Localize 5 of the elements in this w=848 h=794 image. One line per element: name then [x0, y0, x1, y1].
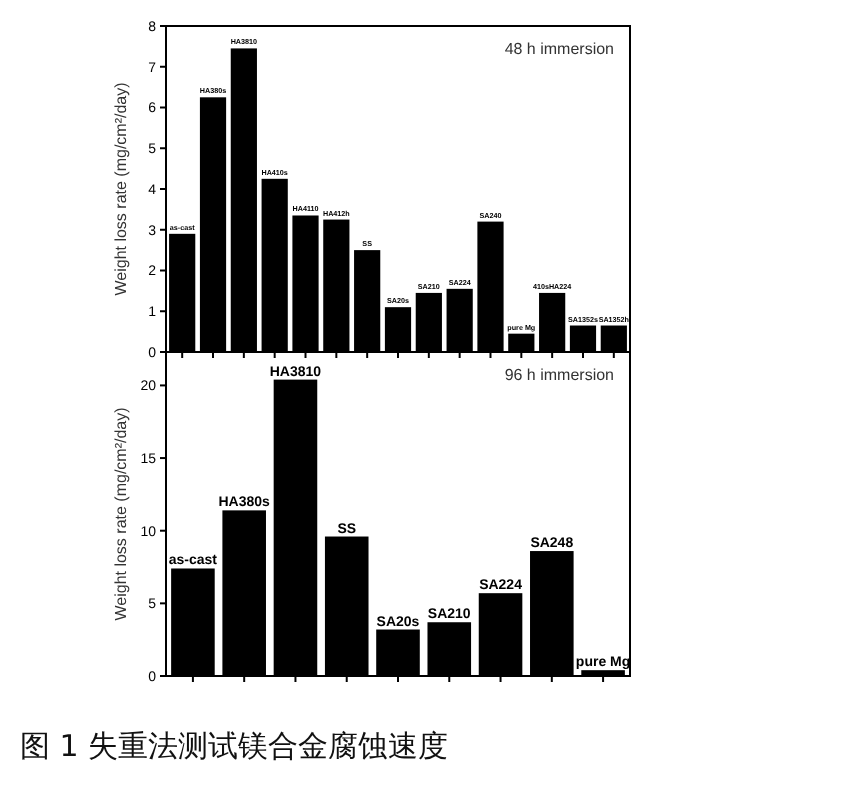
- annotation: 96 h immersion: [504, 366, 614, 384]
- y-axis-title: Weight loss rate (mg/cm²/day): [112, 81, 130, 296]
- y-axis-title: Weight loss rate (mg/cm²/day): [112, 406, 130, 621]
- annotation: 48 h immersion: [504, 40, 614, 58]
- caption: 图 1 失重法测试镁合金腐蚀速度: [20, 728, 449, 764]
